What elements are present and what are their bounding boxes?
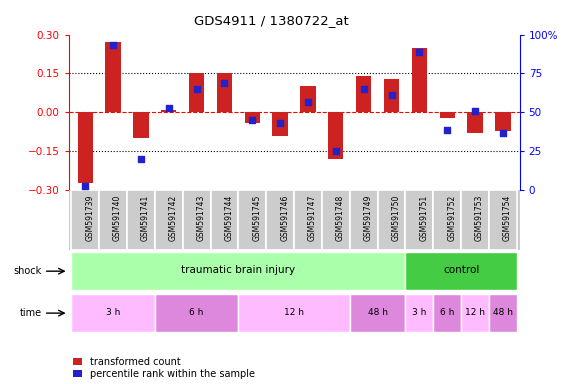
Bar bbox=[461, 294, 489, 332]
Point bbox=[498, 130, 508, 136]
Point bbox=[108, 42, 118, 48]
Bar bbox=[238, 190, 266, 250]
Text: 3 h: 3 h bbox=[412, 308, 427, 317]
Point bbox=[220, 80, 229, 86]
Bar bbox=[440, 113, 455, 118]
Text: GSM591747: GSM591747 bbox=[308, 195, 317, 242]
Bar bbox=[495, 113, 510, 131]
Point bbox=[415, 49, 424, 55]
Bar bbox=[155, 190, 183, 250]
Text: GSM591742: GSM591742 bbox=[169, 195, 178, 242]
Bar bbox=[356, 76, 371, 113]
Text: GSM591744: GSM591744 bbox=[224, 195, 234, 242]
Bar bbox=[183, 190, 211, 250]
Bar bbox=[238, 294, 350, 332]
Bar bbox=[384, 79, 399, 113]
Text: GSM591739: GSM591739 bbox=[85, 195, 94, 242]
Point bbox=[387, 92, 396, 98]
Text: 6 h: 6 h bbox=[190, 308, 204, 317]
Text: 6 h: 6 h bbox=[440, 308, 455, 317]
Text: traumatic brain injury: traumatic brain injury bbox=[182, 265, 295, 275]
Text: GSM591749: GSM591749 bbox=[364, 195, 373, 242]
Bar bbox=[377, 190, 405, 250]
Bar bbox=[412, 48, 427, 113]
Text: 48 h: 48 h bbox=[368, 308, 388, 317]
Point bbox=[164, 105, 174, 111]
Text: shock: shock bbox=[13, 266, 42, 276]
Bar bbox=[155, 294, 238, 332]
Text: 48 h: 48 h bbox=[493, 308, 513, 317]
Text: GSM591745: GSM591745 bbox=[252, 195, 262, 242]
Bar bbox=[489, 190, 517, 250]
Point bbox=[248, 117, 257, 123]
Bar bbox=[433, 190, 461, 250]
Bar bbox=[106, 42, 120, 113]
Bar bbox=[433, 294, 461, 332]
Bar bbox=[133, 113, 148, 138]
Legend: transformed count, percentile rank within the sample: transformed count, percentile rank withi… bbox=[74, 357, 255, 379]
Bar bbox=[211, 190, 238, 250]
Text: GSM591740: GSM591740 bbox=[113, 195, 122, 242]
Bar bbox=[217, 73, 232, 113]
Text: GSM591741: GSM591741 bbox=[141, 195, 150, 242]
Bar bbox=[405, 294, 433, 332]
Text: GSM591751: GSM591751 bbox=[419, 195, 428, 242]
Text: GSM591752: GSM591752 bbox=[447, 195, 456, 242]
Bar bbox=[161, 110, 176, 113]
Bar bbox=[71, 252, 405, 290]
Point bbox=[276, 120, 285, 126]
Bar bbox=[489, 294, 517, 332]
Text: GDS4911 / 1380722_at: GDS4911 / 1380722_at bbox=[194, 14, 349, 27]
Text: GSM591750: GSM591750 bbox=[392, 195, 400, 242]
Bar bbox=[350, 294, 405, 332]
Bar bbox=[461, 190, 489, 250]
Point bbox=[359, 86, 368, 92]
Bar bbox=[99, 190, 127, 250]
Bar bbox=[405, 252, 517, 290]
Bar bbox=[71, 190, 99, 250]
Bar bbox=[78, 113, 93, 182]
Bar bbox=[328, 113, 344, 159]
Point bbox=[443, 126, 452, 132]
Point bbox=[81, 182, 90, 189]
Point bbox=[331, 148, 340, 154]
Text: 3 h: 3 h bbox=[106, 308, 120, 317]
Point bbox=[192, 86, 201, 92]
Bar bbox=[294, 190, 322, 250]
Bar bbox=[350, 190, 377, 250]
Bar bbox=[405, 190, 433, 250]
Point bbox=[303, 98, 312, 104]
Bar bbox=[468, 113, 482, 133]
Bar bbox=[272, 113, 288, 136]
Text: time: time bbox=[19, 308, 42, 318]
Bar bbox=[71, 294, 155, 332]
Text: GSM591748: GSM591748 bbox=[336, 195, 345, 242]
Bar bbox=[244, 113, 260, 123]
Text: 12 h: 12 h bbox=[465, 308, 485, 317]
Bar bbox=[300, 86, 316, 113]
Text: GSM591753: GSM591753 bbox=[475, 195, 484, 242]
Text: GSM591743: GSM591743 bbox=[196, 195, 206, 242]
Point bbox=[136, 156, 146, 162]
Bar bbox=[322, 190, 350, 250]
Text: control: control bbox=[443, 265, 479, 275]
Bar bbox=[127, 190, 155, 250]
Bar bbox=[189, 73, 204, 113]
Text: GSM591754: GSM591754 bbox=[503, 195, 512, 242]
Text: 12 h: 12 h bbox=[284, 308, 304, 317]
Bar bbox=[266, 190, 294, 250]
Text: GSM591746: GSM591746 bbox=[280, 195, 289, 242]
Point bbox=[471, 108, 480, 114]
